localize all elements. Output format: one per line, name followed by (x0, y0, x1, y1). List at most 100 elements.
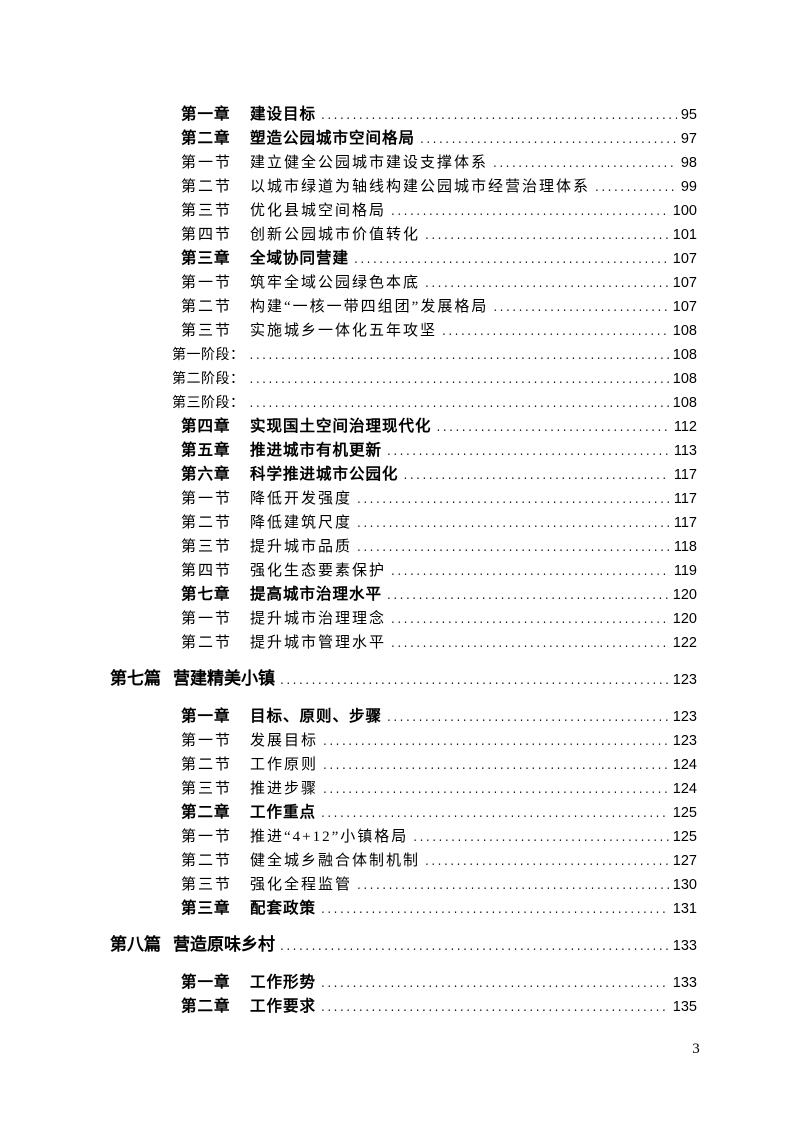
toc-entry[interactable]: 第七章 提高城市治理水平 120 (0, 583, 793, 607)
toc-entry[interactable]: 第三阶段： 108 (0, 391, 793, 415)
toc-entry-page: 125 (672, 805, 697, 821)
toc-entry-label: 第二节 (181, 179, 233, 195)
toc-entry[interactable]: 第二节 降低建筑尺度 117 (0, 511, 793, 535)
footer-page-number: 3 (692, 1041, 700, 1057)
toc-entry[interactable]: 第二节 以城市绿道为轴线构建公园城市经营治理体系 99 (0, 175, 793, 199)
toc-entry[interactable]: 第二章 塑造公园城市空间格局 97 (0, 127, 793, 151)
toc-entry-title: 健全城乡融合体制机制 (250, 853, 421, 869)
toc-entry-label: 第一章 (181, 708, 231, 725)
toc-dot-leader (250, 343, 669, 368)
toc-entry-label: 第二节 (181, 299, 233, 315)
toc-dot-leader (493, 295, 668, 319)
toc-entry[interactable]: 第一章 目标、原则、步骤 123 (0, 705, 793, 729)
toc-entry[interactable]: 第一章 建设目标 95 (0, 103, 793, 127)
toc-entry-title: 建立健全公园城市建设支撑体系 (250, 155, 489, 171)
toc-entry-page: 95 (680, 107, 697, 123)
toc-entry-title: 构建“一核一带四组团”发展格局 (250, 299, 489, 315)
toc-entry-label: 第三节 (181, 323, 233, 339)
toc-entry[interactable]: 第三节 实施城乡一体化五年攻坚 108 (0, 319, 793, 343)
toc-entry-label: 第三节 (181, 877, 233, 893)
toc-entry[interactable]: 第二阶段： 108 (0, 367, 793, 391)
toc-dot-leader (357, 535, 670, 559)
toc-entry[interactable]: 第五章 推进城市有机更新 113 (0, 439, 793, 463)
toc-entry-label: 第一节 (181, 491, 233, 507)
toc-entry-title: 提升城市品质 (250, 539, 353, 555)
toc-entry[interactable]: 第一节 建立健全公园城市建设支撑体系 98 (0, 151, 793, 175)
toc-dot-leader (321, 801, 669, 825)
toc-entry-title: 配套政策 (250, 900, 317, 917)
toc-entry-title: 营建精美小镇 (173, 669, 275, 688)
toc-entry[interactable]: 第二节 提升城市管理水平 122 (0, 631, 793, 655)
toc-entry-page: 127 (672, 853, 697, 869)
toc-entry-page: 123 (672, 733, 697, 749)
toc-entry-page: 131 (672, 901, 697, 917)
toc-dot-leader (387, 439, 670, 463)
toc-entry-title: 提高城市治理水平 (250, 586, 383, 603)
toc-entry[interactable]: 第二节 工作原则 124 (0, 753, 793, 777)
toc-entry-label: 第一节 (181, 155, 233, 171)
toc-entry-title: 发展目标 (250, 733, 319, 749)
toc-entry-page: 124 (672, 757, 697, 773)
toc-entry-title: 目标、原则、步骤 (250, 708, 383, 725)
toc-entry[interactable]: 第三章 配套政策 131 (0, 897, 793, 921)
toc-entry[interactable]: 第三节 强化全程监管 130 (0, 873, 793, 897)
toc-entry[interactable]: 第二章 工作重点 125 (0, 801, 793, 825)
toc-entry-title: 优化县城空间格局 (250, 203, 387, 219)
toc-entry-page: 118 (673, 539, 697, 555)
toc-entry-page: 99 (680, 179, 697, 195)
toc-entry[interactable]: 第四节 强化生态要素保护 119 (0, 559, 793, 583)
toc-dot-leader (250, 367, 669, 392)
toc-entry[interactable]: 第一章 工作形势 133 (0, 971, 793, 995)
toc-entry-label: 第四章 (181, 418, 231, 435)
toc-entry[interactable]: 第一阶段： 108 (0, 343, 793, 367)
toc-dot-leader (425, 271, 669, 295)
toc-entry[interactable]: 第三节 优化县城空间格局 100 (0, 199, 793, 223)
toc-entry-title: 实施城乡一体化五年攻坚 (250, 323, 438, 339)
toc-entry[interactable]: 第一节 推进“4+12”小镇格局 125 (0, 825, 793, 849)
toc-entry[interactable]: 第四节 创新公园城市价值转化 101 (0, 223, 793, 247)
toc-entry[interactable]: 第一节 降低开发强度 117 (0, 487, 793, 511)
toc-dot-leader (425, 223, 669, 247)
toc-entry-label: 第二章 (181, 998, 231, 1015)
toc-entry-page: 133 (672, 938, 697, 954)
toc-entry-label: 第四节 (181, 563, 233, 579)
toc-entry-page: 108 (672, 395, 697, 411)
toc-entry-title: 降低建筑尺度 (250, 515, 353, 531)
toc-dot-leader (391, 607, 669, 631)
toc-entry[interactable]: 第六章 科学推进城市公园化 117 (0, 463, 793, 487)
toc-entry-label: 第三节 (181, 539, 233, 555)
toc-entry-page: 107 (672, 275, 697, 291)
toc-entry[interactable]: 第一节 发展目标 123 (0, 729, 793, 753)
toc-entry-label: 第二章 (181, 804, 231, 821)
toc-entry[interactable]: 第三节 提升城市品质 118 (0, 535, 793, 559)
toc-entry-label: 第一章 (181, 106, 231, 123)
toc-entry-title: 工作形势 (250, 974, 317, 991)
toc-entry-page: 135 (672, 999, 697, 1015)
toc-dot-leader (321, 971, 669, 995)
toc-dot-leader (391, 199, 669, 223)
toc-dot-leader (442, 319, 669, 343)
toc-dot-leader (357, 511, 670, 535)
toc-entry[interactable]: 第三章 全域协同营建 107 (0, 247, 793, 271)
toc-entry-page: 107 (672, 299, 697, 315)
toc-entry-page: 108 (672, 347, 697, 363)
toc-entry-title: 营造原味乡村 (173, 935, 275, 954)
toc-entry-page: 124 (672, 781, 697, 797)
toc-entry[interactable]: 第三节 推进步骤 124 (0, 777, 793, 801)
toc-dot-leader (323, 729, 669, 753)
toc-entry-page: 120 (672, 587, 697, 603)
toc-entry[interactable]: 第二节 构建“一核一带四组团”发展格局 107 (0, 295, 793, 319)
toc-entry-label: 第三节 (181, 203, 233, 219)
toc-entry-page: 101 (672, 227, 697, 243)
toc-entry-page: 112 (673, 419, 697, 435)
toc-entry[interactable]: 第二章 工作要求 135 (0, 995, 793, 1019)
toc-entry[interactable]: 第二节 健全城乡融合体制机制 127 (0, 849, 793, 873)
toc-entry[interactable]: 第一节 筑牢全域公园绿色本底 107 (0, 271, 793, 295)
toc-entry[interactable]: 第四章 实现国土空间治理现代化 112 (0, 415, 793, 439)
toc-entry-label: 第二节 (181, 635, 233, 651)
toc-entry-label: 第二章 (181, 130, 231, 147)
toc-entry[interactable]: 第一节 提升城市治理理念 120 (0, 607, 793, 631)
toc-entry-page: 122 (672, 635, 697, 651)
